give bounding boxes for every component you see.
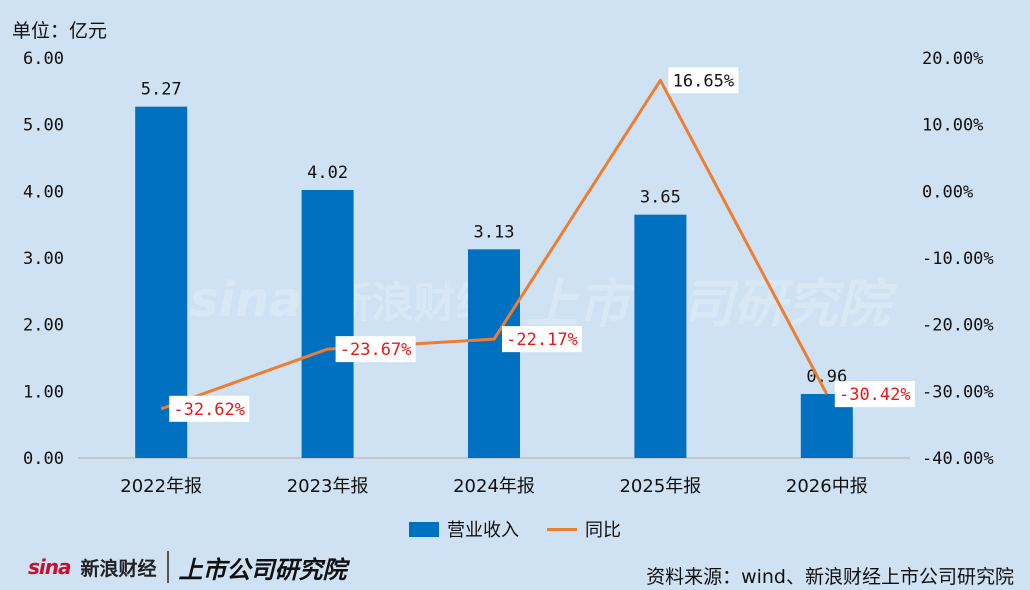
legend-swatch-line bbox=[547, 527, 577, 531]
yoy-label-box bbox=[668, 67, 739, 94]
yoy-line bbox=[160, 78, 829, 411]
yoy-point-label: -22.17% bbox=[506, 330, 578, 350]
chart-legend: 营业收入 同比 bbox=[0, 516, 1030, 542]
sina-name: 新浪财经 bbox=[80, 557, 157, 580]
revenue-bar bbox=[468, 249, 520, 458]
yoy-label-box bbox=[335, 336, 416, 363]
y-right-tick-label: 0.00% bbox=[922, 182, 973, 202]
footer-logo: sina 新浪财经 上市公司研究院 bbox=[28, 548, 347, 586]
yoy-point-label: 16.65% bbox=[673, 71, 734, 91]
sina-logo-icon: sina bbox=[28, 555, 71, 579]
footer-divider bbox=[166, 551, 169, 583]
y-right-tick-label: -10.00% bbox=[922, 249, 994, 269]
yoy-point-label: -32.62% bbox=[173, 400, 245, 420]
y-left-tick-label: 6.00 bbox=[23, 49, 64, 69]
y-right-tick-label: -40.00% bbox=[922, 449, 994, 469]
footer-brand: 上市公司研究院 bbox=[178, 554, 347, 584]
y-left-tick-label: 5.00 bbox=[23, 116, 64, 136]
revenue-bar-label: 5.27 bbox=[141, 80, 182, 100]
legend-item-yoy: 同比 bbox=[547, 516, 621, 542]
legend-item-revenue: 营业收入 bbox=[409, 516, 519, 542]
chart-canvas: 0.00 1.00 2.00 3.00 4.00 5.00 6.00 -40.00% -30.0… bbox=[23, 49, 994, 497]
y-right-tick-label: -30.00% bbox=[922, 382, 994, 402]
x-tick-label: 2025年报 bbox=[619, 476, 701, 497]
revenue-bar bbox=[301, 190, 354, 458]
y-right-tick-label: -20.00% bbox=[922, 316, 994, 336]
revenue-bar-label: 4.02 bbox=[307, 163, 348, 183]
yoy-label-box bbox=[502, 326, 582, 353]
legend-label-yoy: 同比 bbox=[585, 520, 621, 541]
revenue-bar-label: 3.65 bbox=[640, 188, 681, 208]
x-tick-label: 2022年报 bbox=[120, 476, 202, 497]
yoy-label-box bbox=[169, 395, 250, 422]
unit-label: 单位：亿元 bbox=[12, 20, 108, 42]
legend-label-revenue: 营业收入 bbox=[447, 520, 519, 541]
legend-swatch-bar bbox=[409, 521, 439, 537]
source-note: 资料来源：wind、新浪财经上市公司研究院 bbox=[646, 566, 1014, 588]
y-right-tick-label: 10.00% bbox=[922, 116, 983, 136]
revenue-bar-label: 3.13 bbox=[474, 222, 515, 242]
x-tick-label: 2026中报 bbox=[786, 476, 868, 497]
y-left-tick-label: 3.00 bbox=[23, 249, 64, 269]
yoy-point-label: -30.42% bbox=[839, 385, 911, 405]
yoy-point-label: -23.67% bbox=[340, 340, 412, 360]
revenue-bar bbox=[634, 214, 687, 458]
y-right-tick-label: 20.00% bbox=[922, 49, 983, 69]
x-tick-label: 2024年报 bbox=[453, 476, 535, 497]
x-tick-label: 2023年报 bbox=[287, 476, 369, 497]
y-left-tick-label: 2.00 bbox=[23, 316, 64, 336]
y-left-tick-label: 4.00 bbox=[23, 182, 64, 202]
yoy-label-box bbox=[834, 381, 915, 408]
y-left-tick-label: 1.00 bbox=[23, 382, 64, 402]
y-left-tick-label: 0.00 bbox=[23, 449, 64, 469]
